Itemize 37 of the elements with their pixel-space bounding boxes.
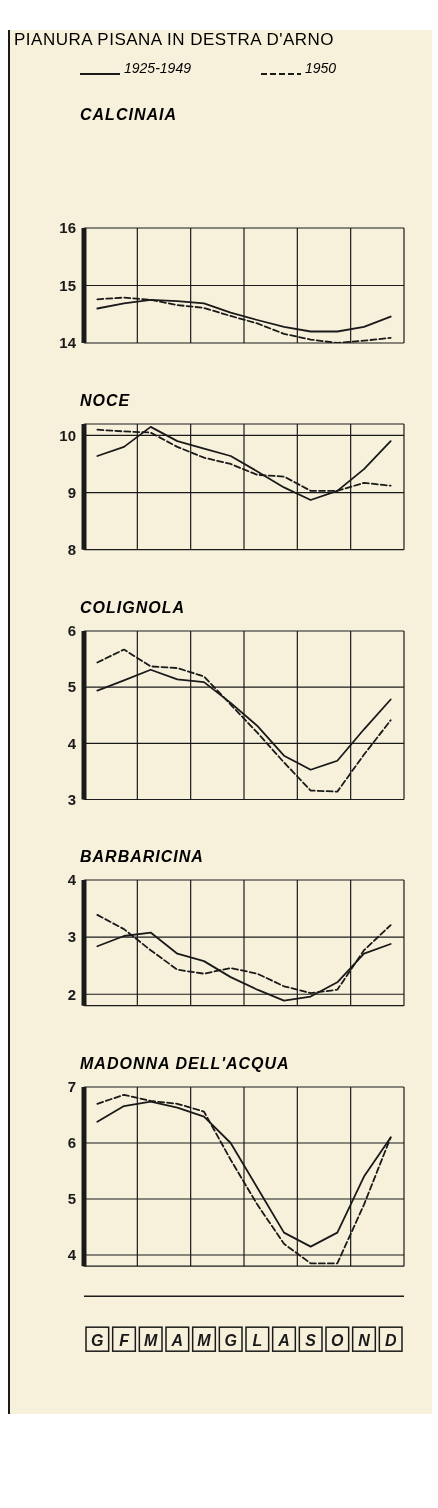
x-tick-label: M bbox=[197, 1332, 212, 1350]
y-tick-label: 5 bbox=[67, 678, 76, 696]
chart-title: MADONNA DELL'ACQUA bbox=[80, 1054, 291, 1073]
y-tick-label: 16 bbox=[59, 219, 76, 237]
legend-label: 1950 bbox=[304, 60, 337, 76]
y-tick-label: 8 bbox=[67, 541, 77, 559]
y-tick-label: 5 bbox=[67, 1190, 77, 1208]
y-tick-label: 3 bbox=[67, 790, 76, 808]
y-tick-label: 14 bbox=[59, 334, 77, 352]
y-tick-label: 3 bbox=[67, 928, 77, 946]
x-tick-label: L bbox=[252, 1332, 263, 1350]
chart-title: NOCE bbox=[80, 392, 132, 410]
y-tick-label: 4 bbox=[67, 871, 77, 889]
x-tick-label: N bbox=[358, 1332, 371, 1350]
x-tick-label: D bbox=[384, 1332, 397, 1350]
x-tick-label: A bbox=[170, 1332, 184, 1350]
y-tick-label: 4 bbox=[67, 1246, 77, 1264]
x-tick-label: F bbox=[119, 1332, 131, 1350]
y-tick-label: 6 bbox=[67, 1134, 77, 1152]
chart-title: COLIGNOLA bbox=[80, 598, 186, 617]
y-tick-label: 7 bbox=[67, 1078, 77, 1096]
x-tick-label: A bbox=[277, 1332, 290, 1350]
y-tick-label: 6 bbox=[67, 622, 76, 640]
chart-title: BARBARICINA bbox=[80, 848, 205, 867]
chart-subtitle: CALCINAIA bbox=[80, 106, 178, 124]
y-tick-label: 9 bbox=[67, 483, 77, 501]
y-tick-label: 15 bbox=[59, 276, 76, 294]
chart-title: PIANURA PISANA IN DESTRA D'ARNO bbox=[14, 30, 336, 50]
x-tick-label: S bbox=[305, 1332, 317, 1350]
y-tick-label: 2 bbox=[67, 985, 77, 1003]
y-tick-label: 10 bbox=[59, 426, 77, 444]
y-tick-label: 4 bbox=[67, 734, 77, 752]
legend-label: 1925-1949 bbox=[124, 60, 191, 76]
x-tick-label: G bbox=[224, 1332, 237, 1350]
x-tick-label: M bbox=[144, 1332, 159, 1350]
x-tick-label: G bbox=[91, 1332, 104, 1350]
x-tick-label: O bbox=[331, 1332, 345, 1350]
